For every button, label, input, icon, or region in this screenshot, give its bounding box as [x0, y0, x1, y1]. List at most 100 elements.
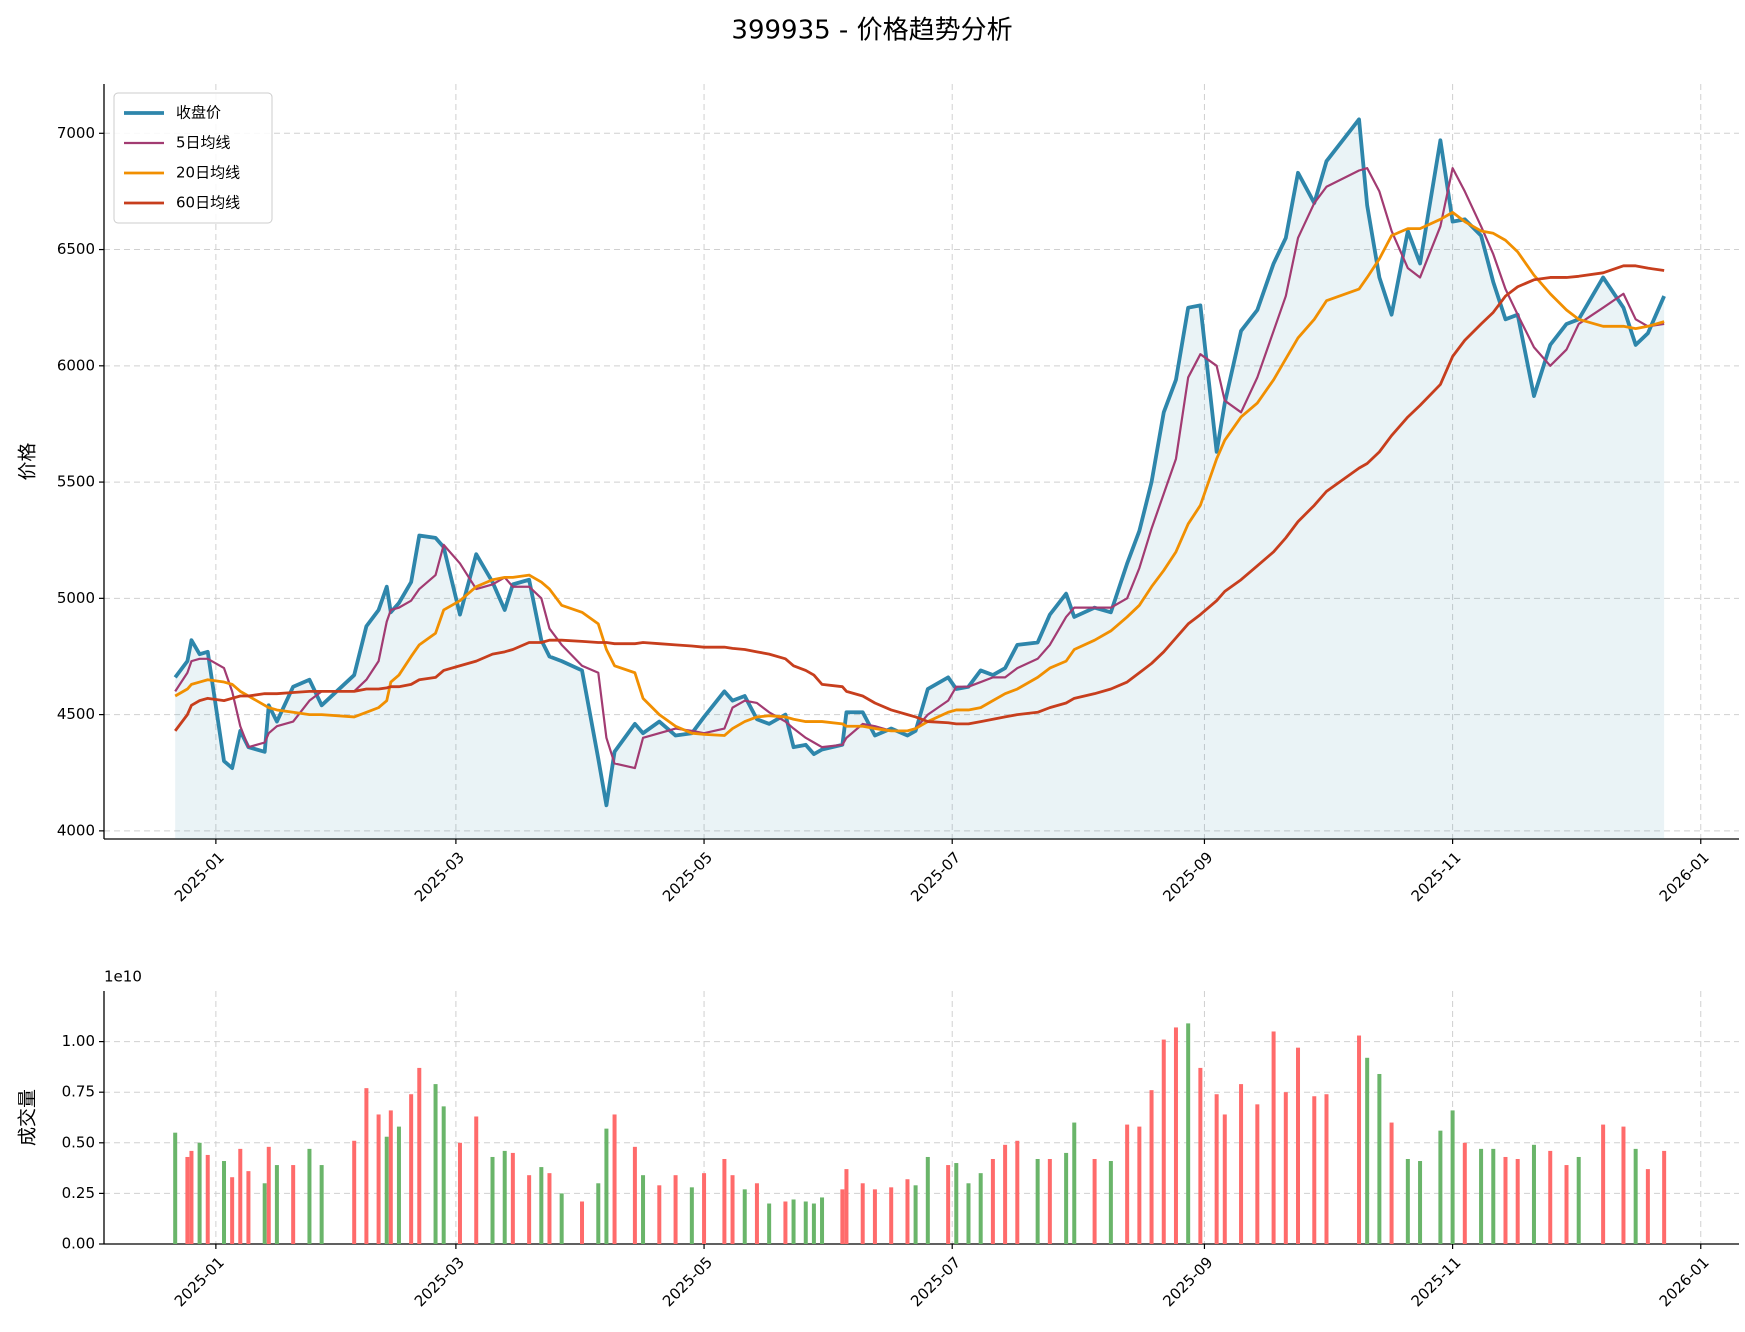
volume-bar	[388, 1110, 393, 1244]
volume-bar	[527, 1175, 532, 1244]
y-tick-label: 5500	[57, 473, 95, 491]
volume-bar	[1173, 1027, 1178, 1244]
volume-bar	[820, 1197, 825, 1244]
volume-bar	[1576, 1156, 1581, 1244]
x-tick-label: 2025-09	[1159, 1253, 1216, 1310]
volume-bar	[1450, 1110, 1455, 1244]
volume-bar	[946, 1165, 951, 1244]
volume-bar	[1662, 1150, 1667, 1244]
volume-bar	[291, 1165, 296, 1244]
volume-bar	[376, 1114, 381, 1244]
volume-bar	[417, 1067, 422, 1244]
x-tick-label: 2025-05	[659, 1253, 716, 1310]
volume-bar	[205, 1154, 210, 1244]
volume-bar	[632, 1146, 637, 1244]
volume-bar	[730, 1175, 735, 1244]
y-tick-label: 6500	[57, 240, 95, 258]
volume-bar	[230, 1177, 235, 1244]
y-tick-label: 0.75	[62, 1083, 95, 1101]
volume-bar	[1161, 1039, 1166, 1244]
x-tick-label: 2025-11	[1408, 1253, 1465, 1310]
volume-bar	[502, 1150, 507, 1244]
volume-bar	[1462, 1142, 1467, 1244]
volume-bar	[1601, 1124, 1606, 1244]
volume-bar	[1491, 1148, 1496, 1244]
volume-bar	[1357, 1035, 1362, 1244]
volume-bar	[189, 1150, 194, 1244]
volume-bar	[274, 1165, 279, 1244]
volume-bar	[1531, 1144, 1536, 1244]
y-tick-label: 0.50	[62, 1133, 95, 1151]
volume-bar	[1198, 1067, 1203, 1244]
volume-bar	[1092, 1158, 1097, 1244]
volume-bar	[1312, 1096, 1317, 1244]
x-tick-label: 2026-01	[1656, 848, 1713, 905]
volume-bar	[173, 1132, 178, 1244]
volume-bar	[1108, 1161, 1113, 1244]
volume-bar	[1283, 1092, 1288, 1244]
volume-bar	[1621, 1126, 1626, 1244]
volume-bar	[364, 1088, 369, 1244]
volume-bar	[1503, 1156, 1508, 1244]
volume-bar	[913, 1185, 918, 1244]
legend-box	[113, 92, 273, 224]
volume-bar	[905, 1179, 910, 1244]
y-tick-label: 0.25	[62, 1184, 95, 1202]
x-tick-label: 2026-01	[1656, 1253, 1713, 1310]
volume-bar	[1438, 1130, 1443, 1244]
volume-bar	[238, 1148, 243, 1244]
x-tick-label: 2025-05	[659, 848, 716, 905]
y-tick-label: 7000	[57, 124, 95, 142]
volume-bar	[612, 1114, 617, 1244]
x-tick-label: 2025-09	[1159, 848, 1216, 905]
legend-label: 5日均线	[176, 134, 231, 152]
volume-bar	[641, 1175, 646, 1244]
volume-bar	[197, 1142, 202, 1244]
volume-bar	[441, 1106, 446, 1244]
volume-bar	[539, 1167, 544, 1244]
volume-bar	[783, 1201, 788, 1244]
volume-bar	[457, 1142, 462, 1244]
volume-bar	[433, 1084, 438, 1244]
volume-bar	[791, 1199, 796, 1244]
volume-bar	[1389, 1122, 1394, 1244]
y-tick-label: 4500	[57, 705, 95, 723]
volume-bar	[185, 1156, 190, 1244]
y-tick-label: 6000	[57, 356, 95, 374]
volume-bar	[1047, 1158, 1052, 1244]
volume-bar	[1564, 1165, 1569, 1244]
volume-bar	[702, 1173, 707, 1244]
volume-bar	[840, 1189, 845, 1244]
volume-bar	[1186, 1023, 1191, 1244]
volume-bar	[352, 1140, 357, 1244]
volume-bar	[1125, 1124, 1130, 1244]
volume-bar	[742, 1189, 747, 1244]
volume-bar	[580, 1201, 585, 1244]
price-line	[173, 117, 1666, 808]
legend-label: 收盘价	[176, 104, 221, 122]
volume-bar	[754, 1183, 759, 1244]
volume-bar	[990, 1158, 995, 1244]
volume-bar	[1255, 1104, 1260, 1244]
volume-bar	[1548, 1150, 1553, 1244]
volume-bar	[1645, 1169, 1650, 1244]
volume-bar	[767, 1203, 772, 1244]
volume-bar	[1405, 1158, 1410, 1244]
volume-bar	[222, 1161, 227, 1244]
volume-bar	[860, 1183, 865, 1244]
volume-bar	[409, 1094, 414, 1244]
price-line	[174, 264, 1665, 732]
volume-bar	[1003, 1144, 1008, 1244]
volume-bar	[978, 1173, 983, 1244]
y-tick-label: 1.00	[62, 1032, 95, 1050]
volume-bar	[1064, 1152, 1069, 1244]
y-axis-label: 价格	[17, 442, 39, 480]
area-fill	[175, 119, 1665, 840]
y-tick-label: 0.00	[62, 1235, 95, 1253]
volume-bar	[1515, 1158, 1520, 1244]
volume-bar	[844, 1169, 849, 1244]
legend-label: 60日均线	[176, 194, 240, 212]
volume-bar	[889, 1187, 894, 1244]
x-tick-label: 2025-01	[171, 1253, 228, 1310]
volume-bar	[1271, 1031, 1276, 1244]
